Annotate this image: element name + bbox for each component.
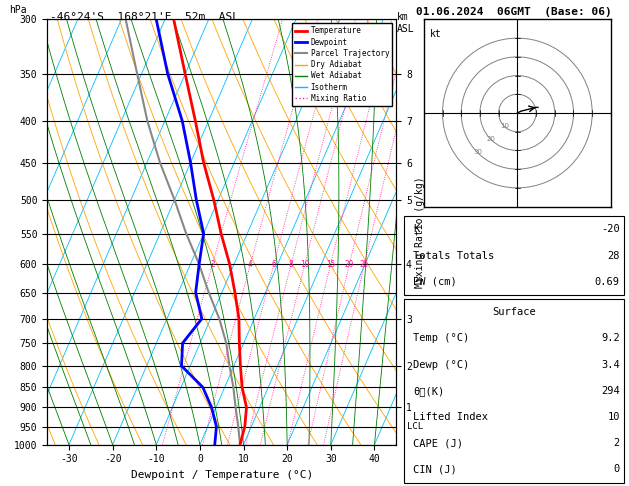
Text: K: K [413, 225, 420, 234]
Text: Dewp (°C): Dewp (°C) [413, 360, 469, 369]
Text: 25: 25 [360, 260, 369, 269]
Text: CAPE (J): CAPE (J) [413, 438, 463, 448]
Text: Lifted Index: Lifted Index [413, 412, 488, 422]
Text: 28: 28 [608, 251, 620, 260]
Text: 294: 294 [601, 386, 620, 396]
Text: 4: 4 [248, 260, 253, 269]
Text: 10: 10 [608, 412, 620, 422]
Bar [404, 216, 625, 295]
Text: 01.06.2024  06GMT  (Base: 06): 01.06.2024 06GMT (Base: 06) [416, 7, 612, 17]
Text: 0.69: 0.69 [595, 277, 620, 287]
Text: km: km [397, 12, 409, 22]
Text: 0: 0 [613, 465, 620, 474]
Text: Surface: Surface [493, 307, 536, 317]
Y-axis label: Mixing Ratio (g/kg): Mixing Ratio (g/kg) [415, 176, 425, 288]
Text: Totals Totals: Totals Totals [413, 251, 494, 260]
Text: 30: 30 [474, 149, 482, 156]
Text: 15: 15 [326, 260, 335, 269]
Text: ASL: ASL [397, 24, 415, 35]
Text: 8: 8 [289, 260, 293, 269]
Text: kt: kt [430, 29, 441, 39]
Text: 3.4: 3.4 [601, 360, 620, 369]
Text: 20: 20 [345, 260, 354, 269]
Text: 20: 20 [487, 136, 496, 142]
Text: 2: 2 [613, 438, 620, 448]
Text: -20: -20 [601, 225, 620, 234]
Text: 2: 2 [210, 260, 214, 269]
Bar [404, 299, 625, 483]
Text: 10: 10 [300, 260, 309, 269]
Text: -46°24'S  168°21'E  52m  ASL: -46°24'S 168°21'E 52m ASL [50, 12, 239, 22]
Text: PW (cm): PW (cm) [413, 277, 457, 287]
Text: LCL: LCL [408, 422, 423, 431]
Text: 9.2: 9.2 [601, 333, 620, 343]
Text: hPa: hPa [9, 5, 26, 15]
X-axis label: Dewpoint / Temperature (°C): Dewpoint / Temperature (°C) [131, 470, 313, 480]
Text: θᴄ(K): θᴄ(K) [413, 386, 445, 396]
Text: Temp (°C): Temp (°C) [413, 333, 469, 343]
Text: 6: 6 [272, 260, 276, 269]
Text: CIN (J): CIN (J) [413, 465, 457, 474]
Legend: Temperature, Dewpoint, Parcel Trajectory, Dry Adiabat, Wet Adiabat, Isotherm, Mi: Temperature, Dewpoint, Parcel Trajectory… [292, 23, 392, 106]
Text: 10: 10 [500, 123, 509, 129]
